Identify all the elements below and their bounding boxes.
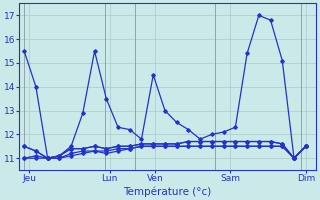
X-axis label: Température (°c): Température (°c) <box>123 186 212 197</box>
